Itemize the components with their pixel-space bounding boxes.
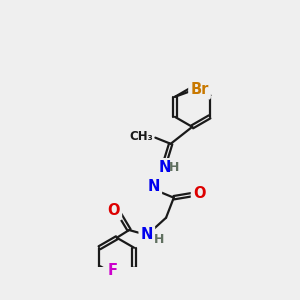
Text: N: N <box>158 160 171 175</box>
Text: H: H <box>154 233 164 246</box>
Text: Br: Br <box>190 82 209 98</box>
Text: H: H <box>169 161 179 174</box>
Text: CH₃: CH₃ <box>129 130 153 143</box>
Text: F: F <box>108 263 118 278</box>
Text: N: N <box>141 227 153 242</box>
Text: O: O <box>193 186 206 201</box>
Text: O: O <box>107 203 120 218</box>
Text: N: N <box>148 178 160 194</box>
